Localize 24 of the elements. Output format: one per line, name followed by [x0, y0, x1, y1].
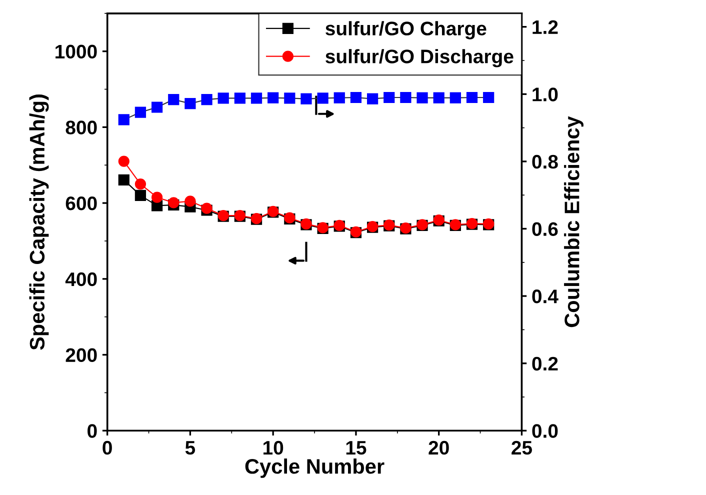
y-tick-label: 400: [65, 272, 97, 286]
y2-axis-title: Coulumbic Efficiency: [564, 116, 584, 328]
x-tick-label: 0: [102, 440, 112, 455]
y2-tick-label: 0.6: [532, 222, 558, 236]
x-tick-label: 15: [346, 441, 366, 455]
y2-tick-label: 0.2: [532, 356, 558, 371]
x-tick-label: 20: [428, 440, 449, 455]
y2-tick-label: 0.4: [532, 290, 558, 304]
legend-label: sulfur/GO Discharge: [326, 49, 514, 68]
y-tick-label: 200: [66, 348, 97, 362]
y-tick-label: 1000: [56, 44, 97, 59]
y-tick-label: 0: [88, 424, 97, 438]
x-tick-label: 10: [263, 440, 284, 455]
y-tick-label: 600: [66, 196, 97, 210]
y-axis-title: Specific Capacity (mAh/g): [29, 94, 49, 350]
y2-tick-label: 1.2: [532, 20, 558, 34]
legend-label: sulfur/GO Charge: [326, 21, 486, 40]
y2-tick-label: 0.8: [532, 154, 558, 169]
x-axis-title: Cycle Number: [245, 458, 384, 478]
y2-tick-label: 0.0: [532, 424, 558, 438]
y-tick-label: 800: [66, 120, 97, 134]
x-tick-label: 5: [185, 441, 196, 455]
x-tick-label: 25: [512, 440, 532, 455]
y2-tick-label: 1.0: [532, 88, 558, 102]
